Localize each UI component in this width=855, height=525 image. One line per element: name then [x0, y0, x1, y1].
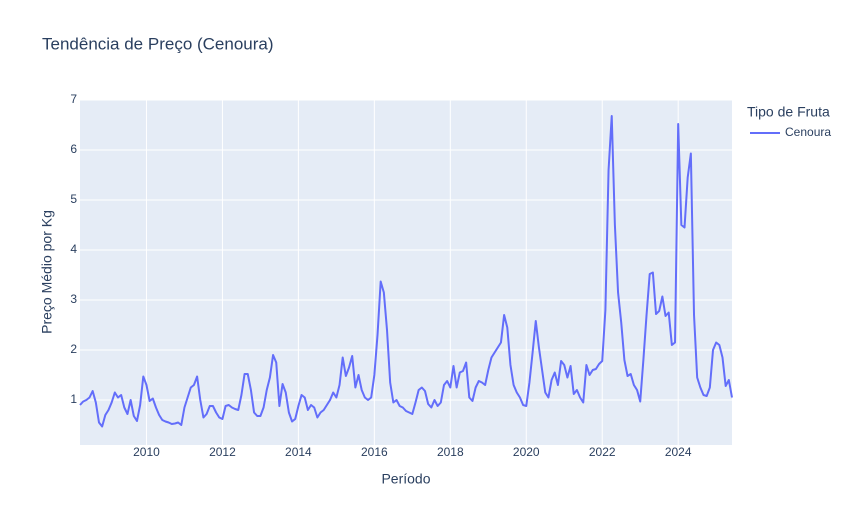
y-tick-label: 6 [70, 142, 77, 156]
grid [80, 99, 732, 445]
legend-title: Tipo de Fruta [747, 104, 830, 120]
x-tick-label: 2020 [513, 445, 540, 459]
y-tick-label: 3 [70, 292, 77, 306]
y-tick-label: 2 [70, 342, 77, 356]
marks [79, 115, 733, 428]
x-tick-label: 2010 [133, 445, 160, 459]
y-tick-label: 4 [70, 242, 77, 256]
x-tick-label: 2012 [209, 445, 236, 459]
y-tick-label: 1 [70, 392, 77, 406]
y-tick-label: 7 [70, 92, 77, 106]
y-axis-title: Preço Médio por Kg [39, 210, 55, 334]
x-tick-label: 2024 [665, 445, 692, 459]
plot-area [80, 100, 732, 445]
data-line [79, 115, 733, 428]
legend-label: Cenoura [785, 125, 831, 139]
y-tick-label: 5 [70, 192, 77, 206]
chart-title: Tendência de Preço (Cenoura) [42, 34, 274, 53]
x-axis-title: Período [381, 471, 430, 487]
x-tick-label: 2014 [285, 445, 312, 459]
x-tick-label: 2022 [589, 445, 616, 459]
x-tick-label: 2018 [437, 445, 464, 459]
x-tick-label: 2016 [361, 445, 388, 459]
